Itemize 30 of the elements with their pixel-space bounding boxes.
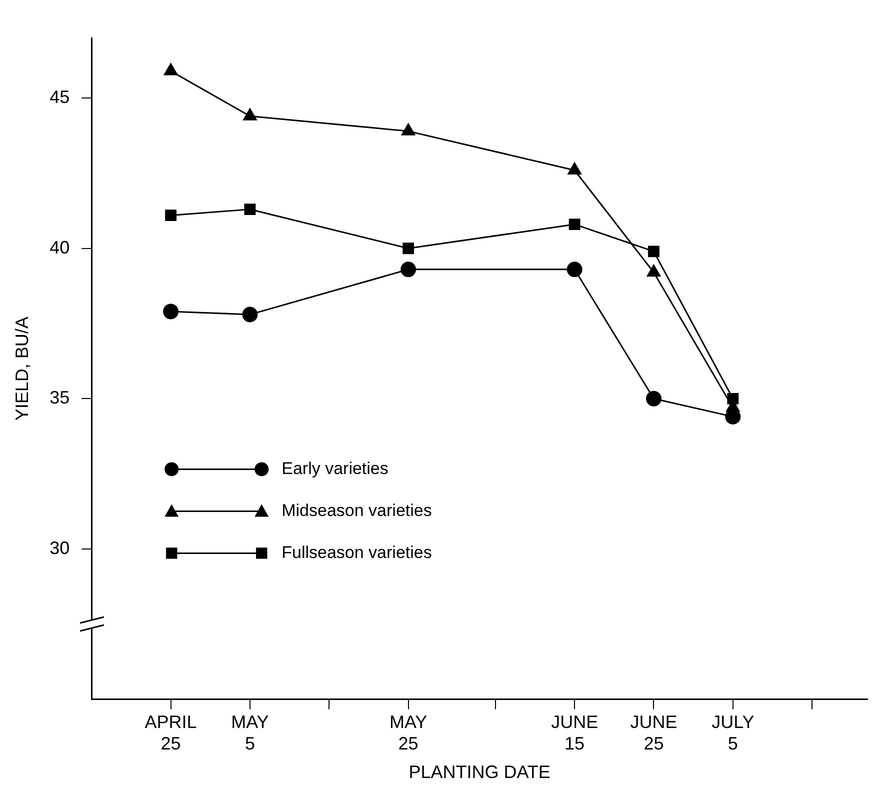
point	[244, 204, 256, 216]
y-axis-title: YIELD, BU/A	[12, 316, 32, 421]
point	[164, 63, 178, 76]
point	[243, 108, 257, 120]
point	[165, 210, 176, 222]
x-tick-label: MAY 5	[231, 712, 269, 754]
point	[400, 262, 416, 278]
point	[566, 262, 582, 278]
point	[568, 218, 580, 230]
x-tick-label: APRIL 25	[144, 712, 197, 754]
y-tick-label: 35	[50, 388, 70, 408]
point	[163, 304, 179, 320]
legend-label: Midseason varieties	[282, 500, 432, 520]
y-tick-label: 40	[50, 237, 70, 258]
x-tick-label: JULY 5	[712, 712, 754, 754]
y-tick-label: 30	[50, 538, 70, 558]
x-axis-title: PLANTING DATE	[408, 762, 550, 782]
x-tick-label: MAY 25	[389, 712, 428, 754]
y-tick-label: 45	[50, 87, 70, 108]
point	[401, 123, 416, 136]
legend-label: Fullseason varieties	[282, 542, 432, 562]
point	[242, 306, 258, 322]
point	[646, 264, 661, 277]
point	[568, 162, 582, 174]
legend-label: Early varieties	[282, 458, 388, 478]
x-tick-label: JUNE 25	[630, 712, 678, 754]
point	[646, 390, 662, 406]
point	[648, 246, 660, 258]
x-tick-label: JUNE 15	[551, 712, 598, 754]
point	[402, 242, 414, 254]
